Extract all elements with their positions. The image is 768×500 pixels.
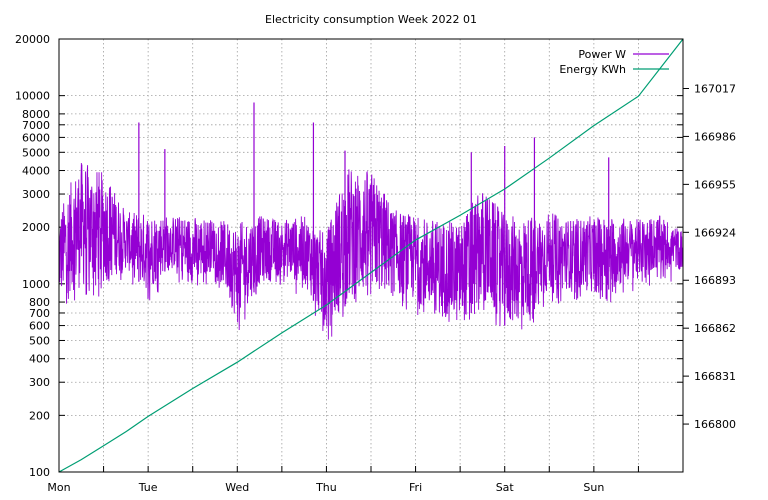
legend-label: Power W — [578, 48, 626, 61]
x-tick-label: Mon — [47, 481, 70, 494]
y-left-tick-label: 5000 — [22, 146, 50, 159]
x-tick-label: Wed — [225, 481, 249, 494]
y-left-tick-label: 300 — [29, 376, 50, 389]
y-left-tick-label: 200 — [29, 409, 50, 422]
x-tick-label: Sat — [496, 481, 515, 494]
plot-border — [58, 38, 684, 473]
y-right-tick-label: 166924 — [694, 226, 736, 239]
y-right-tick-label: 166893 — [694, 274, 736, 287]
y-left-tick-label: 500 — [29, 334, 50, 347]
y-left-tick-label: 7000 — [22, 119, 50, 132]
x-tick-label: Fri — [409, 481, 422, 494]
y-right-tick-label: 166986 — [694, 130, 736, 143]
series-power-line — [58, 163, 684, 340]
y-right-tick-label: 166800 — [694, 418, 736, 431]
x-tick-label: Sun — [583, 481, 604, 494]
y-right-tick-label: 166955 — [694, 178, 736, 191]
chart-title: Electricity consumption Week 2022 01 — [265, 13, 477, 26]
legend-label: Energy KWh — [559, 63, 626, 76]
y-left-tick-label: 4000 — [22, 165, 50, 178]
y-left-tick-label: 800 — [29, 296, 50, 309]
y-left-tick-label: 8000 — [22, 108, 50, 121]
y-left-tick-label: 6000 — [22, 131, 50, 144]
y-left-tick-label: 1000 — [22, 278, 50, 291]
y-left-tick-label: 10000 — [15, 90, 50, 103]
y-left-tick-label: 2000 — [22, 221, 50, 234]
y-right-tick-label: 166831 — [694, 370, 736, 383]
y-left-tick-label: 100 — [29, 466, 50, 479]
y-left-tick-label: 20000 — [15, 33, 50, 46]
y-right-tick-label: 166862 — [694, 322, 736, 335]
y-right-tick-label: 167017 — [694, 82, 736, 95]
series-energy-line — [58, 38, 684, 473]
y-left-tick-label: 600 — [29, 320, 50, 333]
x-tick-label: Tue — [138, 481, 158, 494]
x-tick-label: Thu — [315, 481, 337, 494]
y-left-tick-label: 3000 — [22, 188, 50, 201]
y-left-tick-label: 700 — [29, 307, 50, 320]
y-left-tick-label: 400 — [29, 353, 50, 366]
